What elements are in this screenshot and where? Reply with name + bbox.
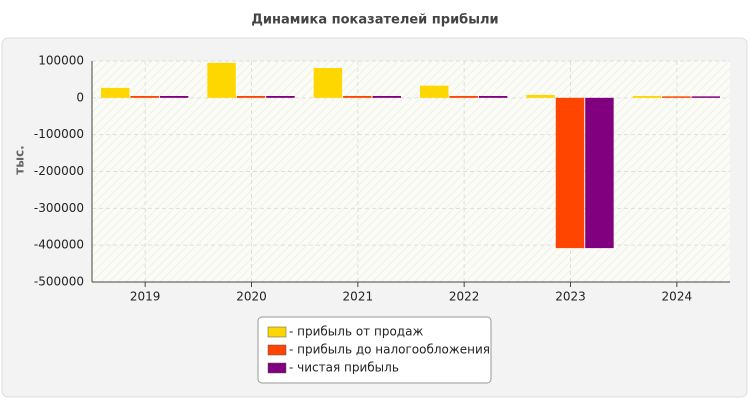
x-tick-label: 2024: [662, 290, 693, 304]
x-tick-label: 2020: [236, 290, 267, 304]
bar: [236, 95, 266, 98]
x-tick-label: 2022: [449, 290, 480, 304]
legend-label: - прибыль до налогообложения: [289, 343, 490, 357]
bar: [159, 95, 189, 98]
bar: [691, 96, 720, 98]
bar: [662, 96, 691, 98]
bar: [101, 87, 130, 98]
y-tick-label: -500000: [34, 275, 84, 289]
legend-swatch: [267, 362, 287, 374]
bar: [555, 97, 585, 249]
bar: [266, 95, 295, 98]
y-tick-label: -100000: [34, 127, 84, 141]
legend-label: - чистая прибыль: [289, 361, 399, 375]
y-tick-label: 0: [76, 90, 84, 104]
legend-swatch: [267, 326, 287, 338]
bar: [343, 95, 372, 98]
y-axis-label: тыс.: [13, 145, 27, 174]
bar: [372, 95, 401, 98]
x-tick-label: 2019: [130, 290, 161, 304]
bar: [632, 95, 662, 98]
x-tick-label: 2021: [343, 290, 374, 304]
bar: [449, 95, 478, 98]
bar: [313, 67, 343, 98]
y-tick-label: -200000: [34, 164, 84, 178]
y-tick-label: -400000: [34, 238, 84, 252]
y-tick-label: -300000: [34, 201, 84, 215]
bar: [478, 95, 508, 98]
bar: [585, 97, 614, 249]
y-tick-label: 100000: [38, 54, 84, 68]
legend-label: - прибыль от продаж: [289, 325, 423, 339]
chart-title: Динамика показателей прибыли: [251, 13, 498, 28]
bar: [420, 85, 449, 98]
bar: [130, 95, 159, 98]
bar: [526, 94, 555, 98]
x-tick-label: 2023: [555, 290, 586, 304]
legend: [257, 316, 492, 384]
legend-swatch: [267, 344, 287, 356]
bar: [207, 62, 236, 98]
